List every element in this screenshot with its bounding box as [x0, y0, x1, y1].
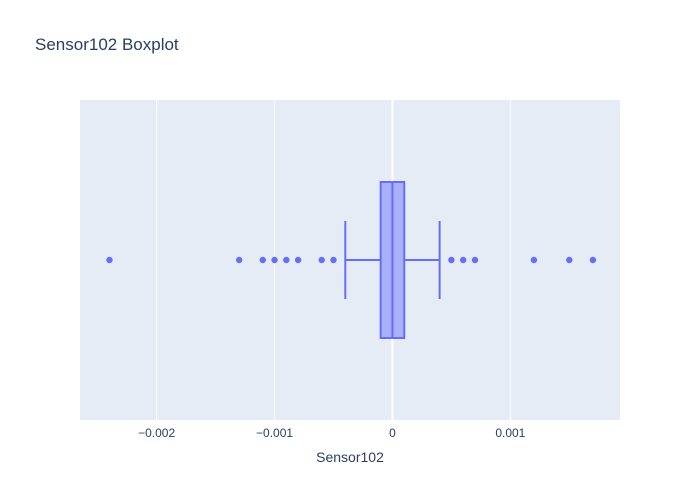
- x-tick-label: −0.002: [138, 426, 175, 440]
- outlier-point: [459, 256, 467, 264]
- outlier-point: [259, 256, 266, 264]
- x-tick-label: −0.001: [256, 426, 293, 440]
- outlier-point: [318, 256, 325, 264]
- outlier-point: [235, 256, 243, 264]
- outlier-point: [589, 256, 597, 264]
- outlier-point: [330, 256, 337, 264]
- outlier-point: [471, 256, 479, 264]
- box-trace[interactable]: [344, 181, 441, 339]
- outlier-point: [530, 256, 538, 264]
- outlier-point: [566, 256, 573, 264]
- outlier-point: [448, 256, 455, 264]
- outlier-point: [106, 256, 113, 264]
- outlier-point: [271, 256, 278, 264]
- outlier-point: [283, 256, 290, 264]
- x-tick-label: 0.001: [495, 426, 525, 440]
- x-axis-title: Sensor102: [316, 449, 384, 465]
- outlier-point: [294, 256, 302, 264]
- x-tick-labels: −0.002 −0.001 0 0.001: [138, 426, 526, 440]
- x-tick-label: 0: [389, 426, 396, 440]
- outlier-points: [106, 256, 597, 264]
- chart-title: Sensor102 Boxplot: [35, 35, 179, 54]
